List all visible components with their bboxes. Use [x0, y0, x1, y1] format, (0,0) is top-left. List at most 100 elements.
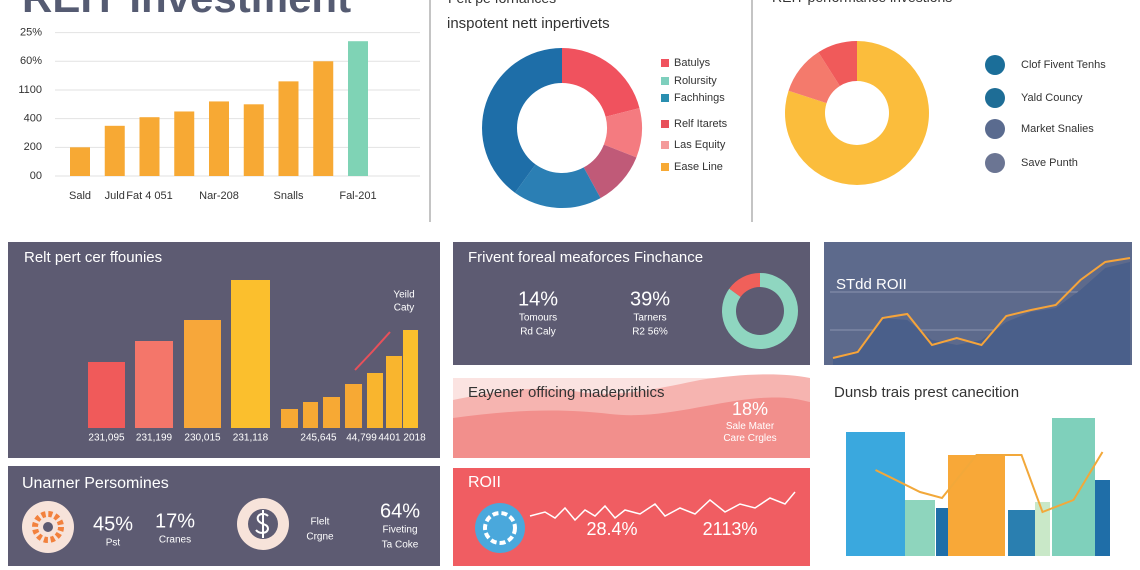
bar — [348, 41, 368, 176]
legend-label: Batulys — [674, 57, 711, 69]
bar — [139, 117, 160, 176]
bar — [1035, 502, 1050, 556]
bar — [367, 373, 383, 428]
pie-slice — [729, 273, 760, 297]
y-tick-label: 25% — [20, 27, 42, 39]
stat-value: 39% — [630, 288, 670, 310]
legend-label: Rolursity — [674, 75, 717, 87]
pie-slice — [562, 48, 640, 117]
bar — [345, 384, 362, 428]
legend-swatch — [985, 153, 1005, 173]
legend-label: Fachhings — [674, 92, 725, 104]
legend-swatch — [985, 119, 1005, 139]
pie-slice — [482, 48, 562, 193]
stat-caption: Fiveting — [382, 525, 417, 536]
legend-label: Save Punth — [1021, 157, 1078, 169]
legend-label: Relf Itarets — [674, 118, 728, 130]
legend-swatch — [661, 59, 669, 67]
x-tick-label: Juld — [105, 190, 125, 202]
bar — [70, 147, 90, 176]
y-tick-label: 400 — [24, 113, 42, 125]
wave-decoration — [453, 397, 810, 458]
y-tick-label: 00 — [30, 170, 42, 182]
bar — [303, 402, 318, 428]
bar — [948, 455, 1005, 556]
bar — [278, 81, 299, 176]
bar — [323, 397, 340, 428]
pie-slice — [788, 52, 840, 104]
bar — [209, 101, 229, 176]
annotation: Caty — [394, 303, 415, 314]
bar — [104, 125, 125, 176]
bar — [231, 280, 270, 428]
stat-value: 45% — [93, 513, 133, 535]
bar — [88, 362, 125, 428]
line — [875, 451, 1104, 514]
legend-label: Las Equity — [674, 139, 726, 151]
legend-swatch — [661, 141, 669, 149]
area — [833, 262, 1130, 365]
x-tick-label: 245,645 — [300, 433, 337, 444]
stat-caption: Ta Coke — [382, 540, 419, 551]
y-tick-label: 1100 — [18, 84, 42, 96]
x-tick-label: 231,118 — [233, 433, 269, 444]
wave-decoration — [529, 491, 796, 522]
stat-value: 18% — [732, 399, 768, 419]
x-tick-label: 231,199 — [136, 433, 173, 444]
legend-label: Market Snalies — [1021, 123, 1094, 135]
legend-label: Ease Line — [674, 161, 723, 173]
bar — [936, 508, 948, 556]
stat-value: 64% — [380, 500, 420, 522]
trend-decoration — [354, 331, 391, 371]
bar — [1095, 480, 1110, 556]
chart-title: Unarner Persomines — [22, 475, 169, 492]
bar — [403, 330, 418, 428]
chart-subtitle: inspotent nett inpertivets — [447, 15, 610, 32]
stat-caption: Crgne — [306, 532, 334, 543]
pie-slice — [514, 164, 601, 208]
pie-slice — [785, 41, 930, 185]
stat-value: 17% — [155, 510, 195, 532]
legend-swatch — [661, 94, 669, 102]
stat-caption: Rd Caly — [520, 327, 556, 338]
chart-title: Relt pert cer ffounies — [24, 249, 162, 266]
chart-title: Frivent foreal meaforces Finchance — [468, 249, 703, 266]
stat-caption: Care Crgles — [723, 433, 776, 444]
icon — [475, 503, 525, 553]
bar — [174, 111, 195, 176]
stat-value: 14% — [518, 288, 558, 310]
legend-label: Clof Fivent Tenhs — [1021, 59, 1106, 71]
legend-swatch — [661, 120, 669, 128]
stat-value: 28.4% — [586, 519, 637, 539]
bar — [846, 432, 905, 556]
icon — [43, 522, 53, 532]
legend-swatch — [661, 77, 669, 85]
bar — [281, 409, 298, 428]
y-tick-label: 60% — [20, 55, 42, 67]
line — [832, 257, 1131, 359]
page-title: REIT Investment — [22, 0, 351, 21]
x-tick-label: Fal-201 — [339, 190, 376, 202]
bar — [313, 61, 334, 176]
bar — [184, 320, 221, 428]
legend-swatch — [985, 88, 1005, 108]
stat-caption: Sale Mater — [726, 421, 775, 432]
chart-title: Eayener officing madeprithics — [468, 384, 665, 401]
bar — [1052, 418, 1095, 556]
x-tick-label: Snalls — [274, 190, 304, 202]
stat-caption: R2 56% — [632, 327, 668, 338]
legend-swatch — [985, 55, 1005, 75]
x-tick-label: 231,095 — [88, 433, 125, 444]
chart-title: REIT performance investions — [772, 0, 952, 5]
stat-caption: Flelt — [311, 517, 330, 528]
stat-caption: Cranes — [159, 535, 191, 546]
icon — [255, 510, 270, 538]
bar — [905, 500, 935, 556]
bar — [243, 104, 264, 176]
pie-slice — [818, 41, 857, 86]
chart-title: STdd ROII — [836, 276, 907, 293]
pie-slice — [721, 273, 798, 350]
chart-title: Dunsb trais prest canecition — [834, 384, 1019, 401]
